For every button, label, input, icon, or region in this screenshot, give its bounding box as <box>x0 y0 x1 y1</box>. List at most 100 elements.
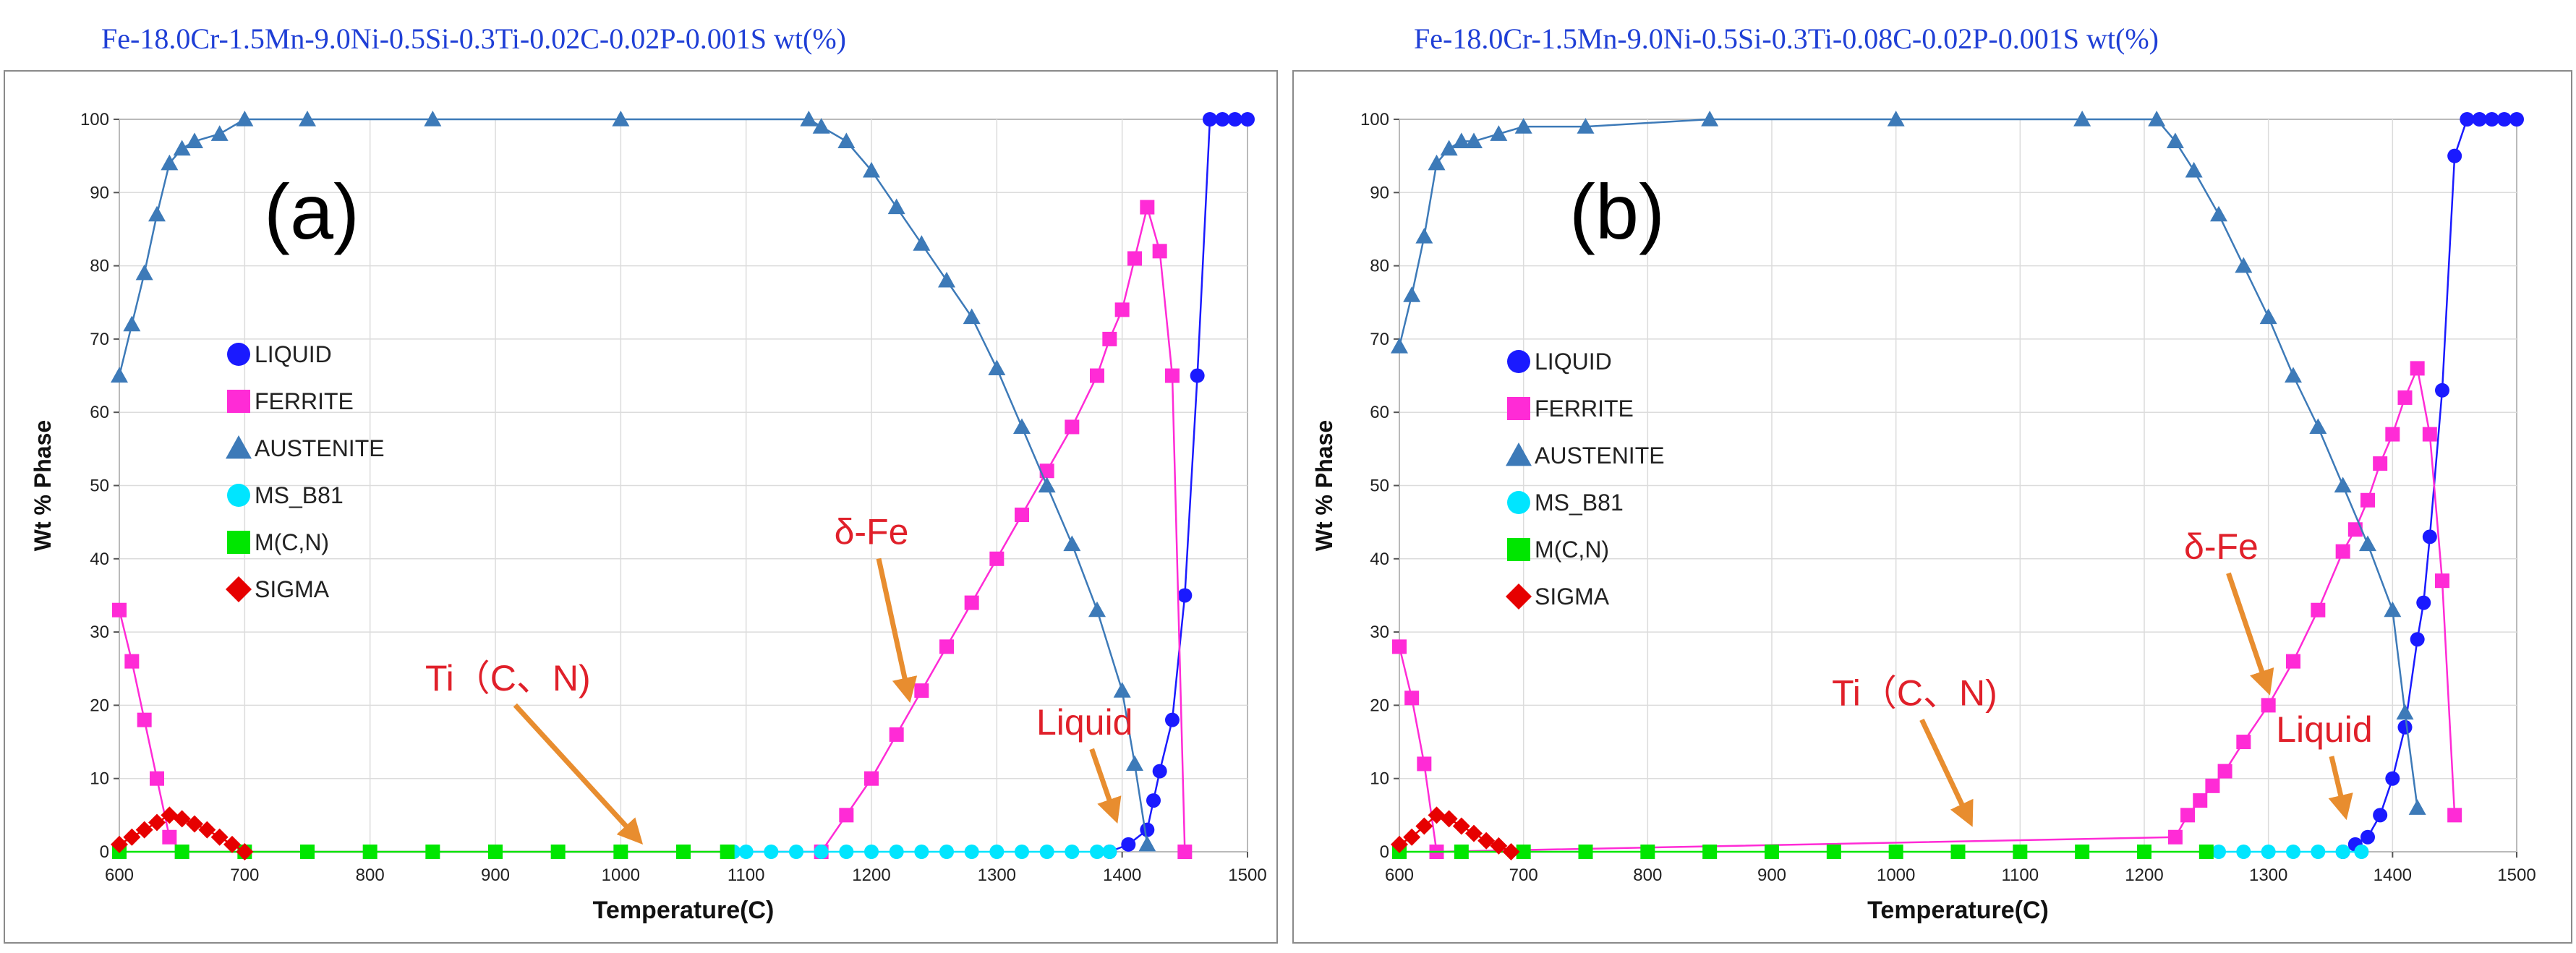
data-point <box>1203 112 1217 127</box>
data-point <box>2397 390 2413 405</box>
data-point <box>1950 845 1966 859</box>
legend-marker <box>227 390 250 413</box>
data-point <box>1640 845 1655 859</box>
data-point <box>612 111 630 127</box>
data-point <box>2198 845 2214 859</box>
data-point <box>123 315 141 332</box>
data-point <box>814 845 829 859</box>
data-point <box>1177 845 1193 859</box>
data-point <box>236 111 254 127</box>
legend-label: FERRITE <box>1535 396 1634 422</box>
legend: LIQUID FERRITE AUSTENITE MS_B81 M(C,N) SIGMA <box>1506 349 1665 610</box>
x-tick-label: 900 <box>1757 866 1786 885</box>
data-point <box>2396 704 2414 720</box>
data-point <box>2167 829 2183 845</box>
annotation-text: Ti（C、N) <box>1832 672 1997 713</box>
data-point <box>2259 308 2277 325</box>
data-point <box>1440 810 1458 828</box>
y-tick-label: 100 <box>80 110 109 129</box>
data-point <box>1516 845 1531 859</box>
data-point <box>1452 817 1470 835</box>
data-point <box>989 845 1005 859</box>
data-point <box>299 111 316 127</box>
panel-label: (a) <box>264 168 359 255</box>
data-point <box>2416 595 2431 610</box>
x-tick-label: 1500 <box>2497 866 2536 885</box>
data-point <box>2180 808 2196 823</box>
data-point <box>2185 161 2203 178</box>
data-point <box>2335 544 2350 559</box>
legend-marker <box>226 435 252 459</box>
annotation-text: Liquid <box>2276 709 2372 750</box>
annotation: Liquid <box>2276 709 2373 821</box>
series-ms-b81 <box>726 845 1117 859</box>
series-sigma <box>1391 806 1520 860</box>
data-point <box>939 639 954 654</box>
data-point <box>1701 111 1719 127</box>
data-point <box>236 843 254 860</box>
data-point <box>148 813 166 832</box>
y-tick-label: 90 <box>1370 183 1389 202</box>
y-tick-label: 10 <box>1370 769 1389 789</box>
data-point <box>2334 476 2352 493</box>
data-point <box>1114 302 1130 317</box>
x-tick-label: 1100 <box>2002 866 2039 885</box>
data-point <box>2137 845 2151 859</box>
data-point <box>837 132 856 148</box>
y-tick-label: 30 <box>90 623 109 642</box>
legend-marker <box>226 576 252 602</box>
data-point <box>1428 806 1446 824</box>
panel-label: (b) <box>1569 168 1665 255</box>
data-point <box>1391 338 1408 354</box>
data-point <box>839 808 854 823</box>
x-tick-label: 1100 <box>728 866 765 885</box>
data-point <box>1140 822 1155 837</box>
x-tick-label: 800 <box>356 866 385 885</box>
data-point <box>1038 476 1056 493</box>
data-point <box>1013 418 1031 435</box>
data-point <box>550 845 566 859</box>
x-tick-label: 700 <box>1509 866 1538 885</box>
annotation: Ti（C、N) <box>425 658 644 845</box>
legend-label: SIGMA <box>1535 584 1610 610</box>
data-point <box>1177 588 1193 603</box>
series-line <box>118 118 1148 845</box>
data-point <box>2385 427 2400 442</box>
legend-label: M(C,N) <box>255 529 329 555</box>
data-point <box>764 845 779 859</box>
data-point <box>210 828 229 846</box>
data-point <box>362 845 378 859</box>
data-point <box>2496 112 2512 127</box>
data-point <box>2261 698 2276 713</box>
legend-marker <box>1507 350 1530 373</box>
data-point <box>1578 845 1593 859</box>
y-tick-label: 60 <box>1370 403 1389 422</box>
y-tick-label: 0 <box>100 842 109 862</box>
legend-label: MS_B81 <box>1535 490 1624 516</box>
data-point <box>186 815 203 833</box>
data-point <box>2073 111 2091 127</box>
data-point <box>1428 154 1446 171</box>
y-tick-label: 70 <box>1370 330 1389 349</box>
data-point <box>1039 845 1054 859</box>
y-tick-label: 100 <box>1360 110 1389 129</box>
legend-marker <box>1506 584 1532 610</box>
data-point <box>889 727 904 742</box>
data-point <box>174 845 189 859</box>
data-point <box>1403 828 1421 846</box>
y-tick-label: 20 <box>90 696 109 715</box>
data-point <box>1415 817 1433 835</box>
annotation-text: δ-Fe <box>2184 526 2259 567</box>
data-point <box>1417 756 1432 772</box>
data-point <box>676 845 691 859</box>
annotation-arrow <box>2226 572 2274 696</box>
data-point <box>1015 845 1029 859</box>
data-point <box>1152 764 1167 779</box>
x-tick-label: 1200 <box>2125 866 2163 885</box>
legend-marker <box>1506 443 1532 466</box>
data-point <box>1477 832 1496 850</box>
data-point <box>938 271 955 288</box>
legend-label: AUSTENITE <box>1535 443 1665 469</box>
data-point <box>2311 845 2326 859</box>
data-point <box>1440 140 1458 156</box>
